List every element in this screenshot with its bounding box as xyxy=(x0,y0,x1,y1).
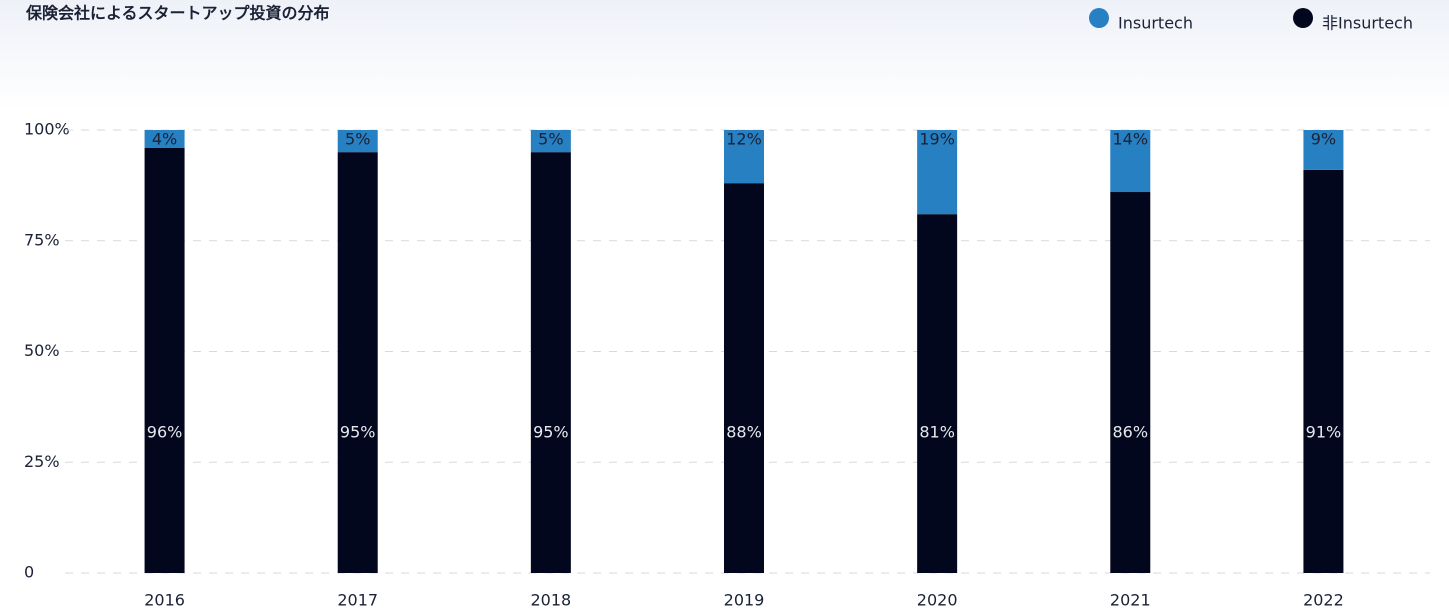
x-tick-label: 2017 xyxy=(337,591,378,610)
bar-segment xyxy=(1303,169,1344,573)
data-label: 91% xyxy=(1306,423,1342,442)
bar-segment xyxy=(724,183,764,573)
y-tick-label: 0 xyxy=(24,563,34,582)
bar-segment xyxy=(530,130,571,153)
data-label: 4% xyxy=(152,130,177,149)
legend-swatch xyxy=(1293,8,1313,28)
x-tick-label: 2022 xyxy=(1303,591,1344,610)
data-label: 95% xyxy=(340,423,376,442)
data-label: 86% xyxy=(1113,423,1149,442)
y-tick-label: 75% xyxy=(24,230,60,249)
y-tick-label: 25% xyxy=(24,452,60,471)
x-tick-label: 2018 xyxy=(530,591,571,610)
data-label: 96% xyxy=(147,423,183,442)
bar-segment xyxy=(917,214,958,574)
legend-label: 非Insurtech xyxy=(1322,14,1413,33)
bar-segment xyxy=(144,130,185,148)
bar-segment xyxy=(530,152,571,573)
x-tick-label: 2020 xyxy=(917,591,958,610)
data-label: 81% xyxy=(919,423,955,442)
bar-segment xyxy=(917,130,958,215)
bar-segment xyxy=(337,152,378,573)
chart-title: 保険会社によるスタートアップ投資の分布 xyxy=(25,4,330,23)
legend-label: Insurtech xyxy=(1118,14,1193,33)
data-label: 14% xyxy=(1113,130,1149,149)
data-label: 95% xyxy=(533,423,569,442)
y-tick-label: 50% xyxy=(24,341,60,360)
bar-segment xyxy=(144,147,185,573)
bar-segment xyxy=(1110,192,1151,573)
x-tick-label: 2021 xyxy=(1110,591,1151,610)
bar-segment xyxy=(1110,130,1151,193)
data-label: 12% xyxy=(726,130,762,149)
data-label: 9% xyxy=(1311,130,1336,149)
data-label: 5% xyxy=(345,130,370,149)
bar-segment xyxy=(1303,130,1344,170)
y-tick-label: 100% xyxy=(24,120,70,139)
data-label: 19% xyxy=(919,130,955,149)
data-label: 5% xyxy=(538,130,563,149)
data-label: 88% xyxy=(726,423,762,442)
bar-segment xyxy=(724,130,764,184)
x-tick-label: 2019 xyxy=(724,591,765,610)
x-tick-label: 2016 xyxy=(144,591,185,610)
bar-segment xyxy=(337,130,378,153)
legend-swatch xyxy=(1089,8,1109,28)
